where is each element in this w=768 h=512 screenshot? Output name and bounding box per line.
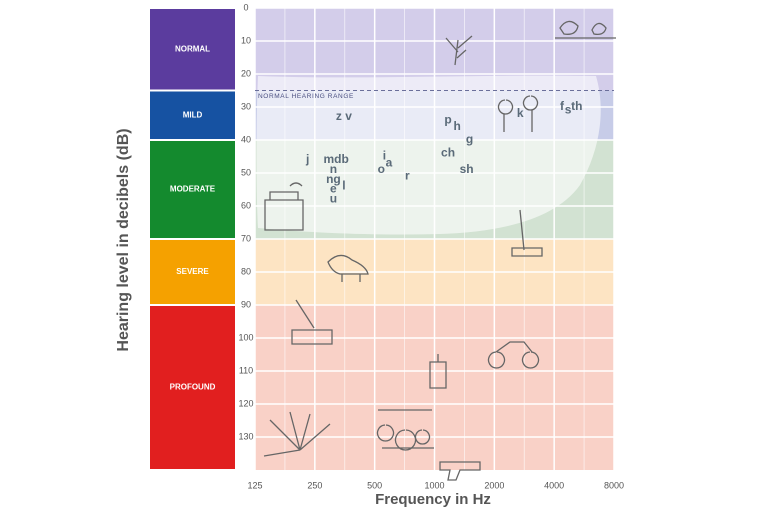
speech-sound: r: [405, 168, 410, 182]
people-icon: [497, 95, 539, 132]
illustrations: [263, 20, 616, 481]
y-tick-label: 70: [241, 233, 251, 243]
y-tick-label: 10: [241, 35, 251, 45]
tree-icon: [445, 35, 473, 66]
normal-hearing-region: [256, 75, 601, 235]
y-tick-label: 60: [241, 200, 251, 210]
speech-sound: mdb: [323, 152, 348, 166]
speech-sound: h: [453, 119, 460, 133]
y-tick-label: 130: [238, 431, 253, 441]
x-tick-label: 2000: [484, 480, 504, 490]
y-axis-title: Hearing level in decibels (dB): [115, 128, 132, 351]
speech-sound: ch: [441, 145, 455, 159]
dog-icon: [327, 254, 369, 282]
band-swatch: [150, 9, 235, 90]
y-tick-label: 100: [238, 332, 253, 342]
speech-sound: o: [378, 162, 385, 176]
y-tick-label: 50: [241, 167, 251, 177]
band-icon: [376, 409, 434, 451]
band-label: MILD: [183, 110, 203, 119]
y-tick-label: 40: [241, 134, 251, 144]
player-icon: [429, 354, 447, 389]
y-tick-label: 110: [239, 365, 253, 375]
band-label: MODERATE: [170, 185, 216, 194]
y-tick-label: 120: [238, 398, 253, 408]
motorcycle-icon: [487, 341, 540, 369]
normal-range-label: NORMAL HEARING RANGE: [258, 93, 354, 100]
mower-icon: [291, 299, 333, 345]
birds-icon: [555, 20, 616, 39]
x-tick-label: 500: [367, 480, 382, 490]
x-tick-label: 125: [247, 480, 262, 490]
appliance-icon: [264, 182, 304, 231]
band-label: PROFOUND: [170, 383, 216, 392]
gun-icon: [439, 461, 481, 481]
x-tick-label: 8000: [604, 480, 624, 490]
x-tick-label: 1000: [424, 480, 444, 490]
band-swatch: [150, 306, 235, 469]
speech-sound: ng: [326, 172, 341, 186]
band-label: NORMAL: [175, 44, 210, 53]
y-tick-label: 30: [241, 101, 251, 111]
speech-sound: l: [342, 178, 345, 192]
speech-sound: g: [466, 132, 473, 146]
y-tick-label: 20: [241, 68, 251, 78]
speech-sound: e: [330, 182, 337, 196]
y-tick-label: 0: [243, 2, 248, 12]
band-swatch: [150, 91, 235, 139]
speech-sound: p: [444, 112, 451, 126]
speech-sound: j: [305, 152, 309, 166]
speech-sound: sh: [460, 162, 474, 176]
speech-sound: z v: [336, 109, 352, 123]
speech-sound: n: [330, 162, 337, 176]
speech-sound: f: [560, 99, 565, 113]
y-tick-label: 90: [241, 299, 251, 309]
speech-sound: a: [386, 155, 393, 169]
speech-sound: i: [383, 149, 386, 163]
x-axis-title: Frequency in Hz: [375, 491, 491, 508]
band-swatch: [150, 240, 235, 304]
y-tick-label: 80: [241, 266, 251, 276]
speech-sound: k: [517, 106, 524, 120]
band-swatch: [150, 141, 235, 238]
fireworks-icon: [263, 411, 331, 457]
speech-sound: u: [330, 192, 337, 206]
band-label: SEVERE: [176, 267, 209, 276]
speech-sound: th: [571, 99, 582, 113]
vacuum-icon: [511, 209, 543, 257]
x-tick-label: 4000: [544, 480, 564, 490]
speech-sound: s: [565, 102, 572, 116]
x-tick-label: 250: [307, 480, 322, 490]
